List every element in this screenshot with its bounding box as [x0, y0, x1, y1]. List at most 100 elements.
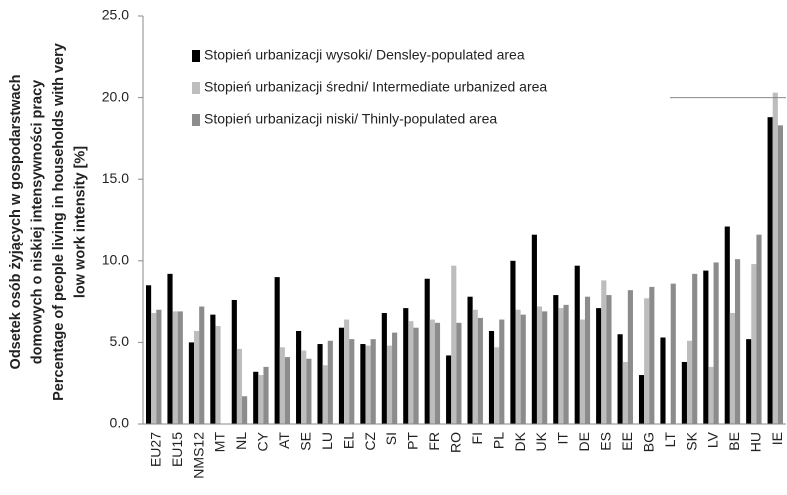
- bar: [606, 295, 612, 424]
- bar: [167, 273, 173, 424]
- x-tick-label: AT: [276, 432, 292, 449]
- bar: [713, 262, 719, 424]
- x-tick-label: NMS12: [190, 432, 206, 479]
- bar: [242, 396, 248, 424]
- bar: [188, 342, 195, 424]
- bar: [670, 283, 676, 424]
- x-tick-label: LV: [705, 431, 721, 448]
- x-tick-label: HU: [748, 432, 764, 452]
- y-axis-label: Percentage of people living in household…: [51, 43, 67, 401]
- bar: [729, 313, 735, 424]
- x-tick-label: RO: [447, 432, 463, 453]
- bar: [724, 226, 730, 424]
- bar: [258, 375, 264, 424]
- bar: [194, 330, 200, 424]
- bar: [520, 314, 526, 424]
- legend-label: Stopień urbanizacji niski/ Thinly-popula…: [204, 111, 497, 127]
- y-tick-label: 5.0: [110, 333, 130, 349]
- bar: [477, 317, 483, 424]
- bar: [563, 304, 569, 424]
- bar: [172, 311, 178, 424]
- x-tick-label: FR: [426, 432, 442, 451]
- y-axis-label: Odsetek osób żyjących w gospodarstwach: [8, 75, 24, 370]
- bar: [386, 345, 393, 424]
- bar: [649, 286, 655, 424]
- x-tick-label: DE: [576, 432, 592, 451]
- bar: [301, 350, 307, 424]
- x-tick-label: PT: [405, 432, 421, 450]
- y-tick-label: 0.0: [110, 415, 130, 431]
- x-tick-label: FI: [469, 432, 485, 444]
- bar: [177, 311, 183, 424]
- y-tick-label: 20.0: [102, 88, 129, 104]
- x-tick-label: DK: [512, 431, 528, 451]
- bar: [772, 92, 778, 424]
- bar: [536, 306, 543, 424]
- bar: [746, 339, 752, 424]
- legend-swatch: [192, 50, 200, 62]
- x-tick-label: BG: [640, 432, 656, 452]
- bar: [446, 355, 452, 424]
- x-tick-label: EU15: [169, 432, 185, 467]
- bar: [553, 295, 559, 424]
- x-tick-label: IE: [769, 432, 785, 445]
- bar: [734, 259, 741, 424]
- bar: [451, 265, 457, 424]
- bar: [403, 308, 409, 424]
- bar: [686, 340, 693, 424]
- bar: [456, 322, 462, 424]
- bar: [199, 306, 205, 424]
- bar: [617, 334, 623, 424]
- bar: [488, 330, 495, 424]
- bar: [777, 125, 783, 425]
- bar: [392, 332, 398, 424]
- x-tick-label: MT: [212, 432, 228, 453]
- bar: [708, 366, 714, 424]
- bar: [703, 270, 709, 424]
- legend-box: [186, 40, 670, 144]
- x-tick-label: UK: [533, 431, 549, 451]
- legend-label: Stopień urbanizacji wysoki/ Densley-popu…: [204, 47, 525, 63]
- bar: [236, 348, 243, 424]
- bar: [472, 309, 478, 424]
- bar: [644, 298, 650, 424]
- bar: [296, 330, 302, 424]
- bar: [531, 234, 537, 424]
- legend-label: Stopień urbanizacji średni/ Intermediate…: [204, 79, 547, 95]
- x-tick-label: CZ: [362, 432, 378, 451]
- bar: [210, 314, 216, 424]
- bar: [584, 296, 591, 424]
- bar: [381, 313, 387, 424]
- bar: [322, 365, 328, 424]
- x-tick-label: SK: [683, 431, 699, 450]
- bar: [622, 361, 628, 424]
- bar: [151, 313, 157, 424]
- bar: [467, 296, 473, 424]
- bar: [681, 361, 687, 424]
- bar: [156, 309, 162, 424]
- bar: [365, 345, 371, 424]
- bar: [692, 273, 698, 424]
- x-tick-label: SE: [297, 432, 313, 451]
- bar: [751, 264, 757, 424]
- bar: [499, 319, 505, 424]
- y-tick-label: 10.0: [102, 252, 129, 268]
- x-tick-label: EL: [340, 432, 356, 449]
- bar: [306, 358, 312, 424]
- bar: [413, 327, 419, 424]
- y-tick-label: 15.0: [102, 170, 129, 186]
- bar: [344, 319, 350, 424]
- bar: [231, 299, 237, 424]
- bar: [284, 357, 291, 424]
- bar: [638, 375, 645, 424]
- legend-swatch: [192, 114, 200, 126]
- bar: [542, 311, 548, 424]
- bar: [767, 117, 773, 425]
- bar: [408, 321, 414, 424]
- bar: [360, 344, 366, 424]
- bar: [349, 339, 355, 424]
- x-tick-label: SI: [383, 432, 399, 445]
- bar: [424, 278, 430, 424]
- bar: [279, 347, 285, 424]
